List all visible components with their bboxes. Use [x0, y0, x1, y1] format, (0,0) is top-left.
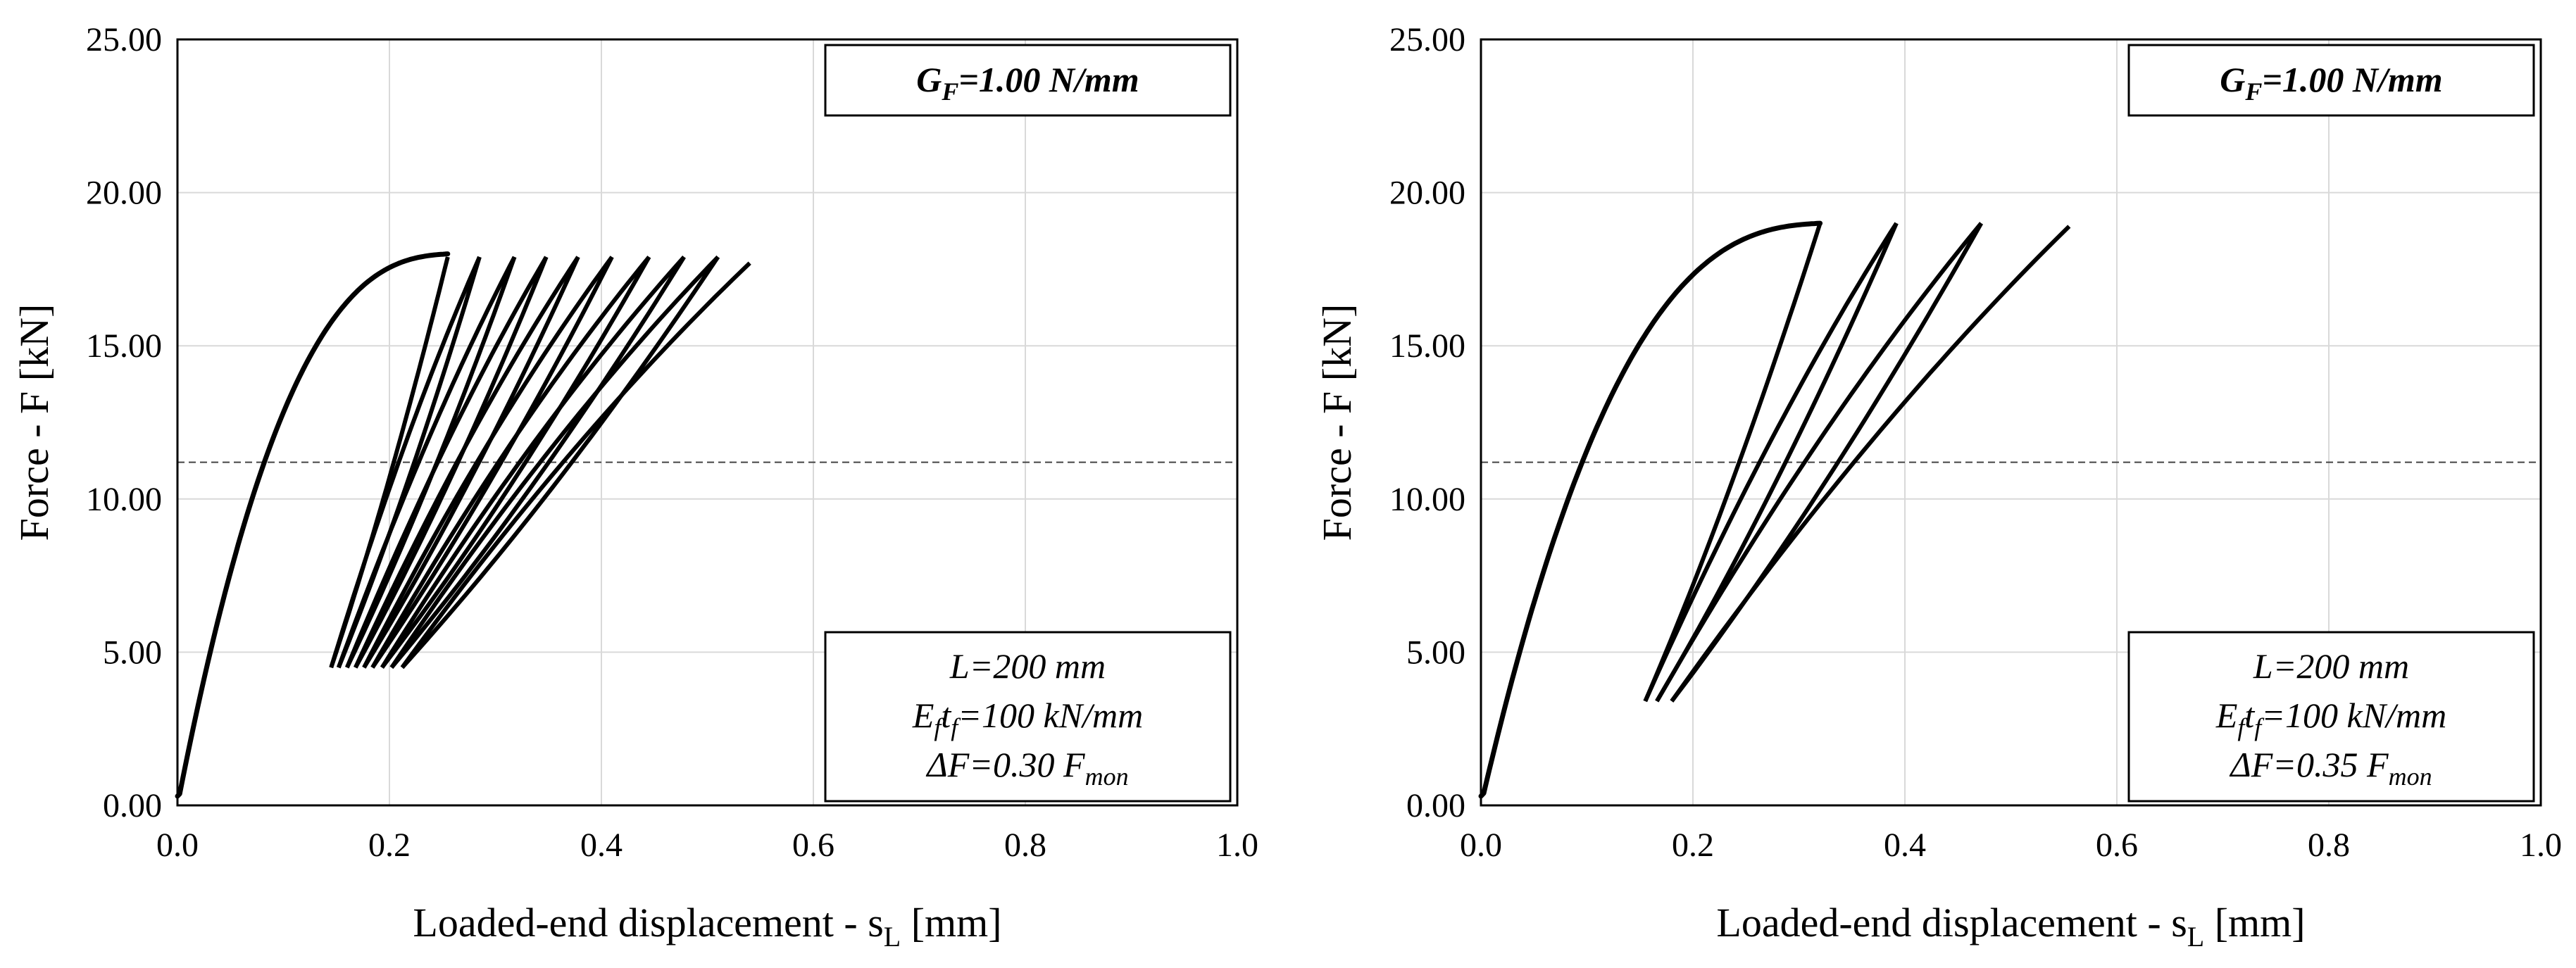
y-tick-label: 15.00	[1389, 327, 1465, 365]
legend-parameters: L=200 mm Eftf=100 kN/mm ΔF=0.30 Fmon	[824, 631, 1232, 803]
x-tick-label: 0.8	[1004, 826, 1046, 864]
svg-text:GF=1.00 N/mm: GF=1.00 N/mm	[2220, 60, 2442, 106]
cycle-unloading	[400, 256, 720, 670]
cycle-reloading	[370, 256, 651, 669]
y-tick-label: 0.00	[1406, 787, 1465, 824]
y-tick-label: 20.00	[86, 175, 162, 212]
cycle-reloading	[400, 261, 751, 669]
cycle-unloading	[380, 256, 651, 670]
legend-gf: GF=1.00 N/mm	[824, 44, 1232, 117]
x-axis-ticks: 0.0 0.2 0.4 0.6 0.8 1.0	[156, 826, 1258, 864]
series-envelope	[1478, 220, 1823, 799]
x-tick-label: 0.4	[1884, 826, 1926, 864]
x-tick-label: 1.0	[2520, 826, 2562, 864]
cycle-reloading	[389, 255, 720, 669]
series-envelope	[175, 251, 451, 799]
x-tick-label: 0.6	[2096, 826, 2138, 864]
series-cycles	[329, 255, 751, 670]
plot-frame	[1480, 38, 2542, 807]
cycle-reloading	[362, 256, 614, 669]
cycle-unloading	[370, 256, 614, 669]
cycle-unloading	[1643, 222, 1822, 703]
y-tick-label: 15.00	[86, 327, 162, 365]
cycle-reloading	[1643, 222, 1899, 703]
y-tick-label: 5.00	[103, 634, 162, 671]
y-tick-label: 10.00	[1389, 481, 1465, 518]
cycle-reloading	[329, 256, 482, 669]
x-axis-ticks: 0.0 0.2 0.4 0.6 0.8 1.0	[1460, 826, 2562, 864]
y-tick-label: 25.00	[1389, 21, 1465, 58]
svg-text:Eftf=100 kN/mm: Eftf=100 kN/mm	[912, 696, 1143, 741]
y-tick-label: 5.00	[1406, 634, 1465, 671]
x-tick-label: 0.0	[156, 826, 199, 864]
x-tick-label: 0.2	[1672, 826, 1714, 864]
y-axis-ticks: 0.00 5.00 10.00 15.00 20.00 25.00	[1389, 21, 1465, 824]
cycle-reloading	[336, 256, 517, 669]
svg-text:ΔF=0.35 Fmon: ΔF=0.35 Fmon	[2229, 745, 2432, 791]
x-tick-label: 0.4	[580, 826, 623, 864]
x-tick-label: 0.0	[1460, 826, 1502, 864]
cycle-reloading	[380, 256, 686, 669]
y-tick-label: 10.00	[86, 481, 162, 518]
legend-parameters: L=200 mm Eftf=100 kN/mm ΔF=0.35 Fmon	[2127, 631, 2535, 803]
legend-gf: GF=1.00 N/mm	[2127, 44, 2535, 117]
x-tick-label: 0.6	[792, 826, 834, 864]
cycle-reloading	[1670, 225, 2071, 703]
svg-text:ΔF=0.30 Fmon: ΔF=0.30 Fmon	[925, 745, 1128, 791]
x-tick-label: 1.0	[1216, 826, 1258, 864]
y-axis-title: Force - F [kN]	[1314, 304, 1360, 541]
y-axis-title: Force - F [kN]	[11, 304, 57, 541]
x-axis-title: Loaded-end displacement - sL [mm]	[413, 900, 1001, 953]
cycle-unloading	[362, 256, 580, 669]
cycle-reloading	[1655, 222, 1983, 703]
svg-text:L=200 mm: L=200 mm	[2253, 646, 2409, 686]
cycle-unloading	[389, 256, 686, 670]
plot-frame	[176, 38, 1239, 807]
y-axis-ticks: 0.00 5.00 10.00 15.00 20.00 25.00	[86, 21, 162, 824]
svg-text:Eftf=100 kN/mm: Eftf=100 kN/mm	[2215, 696, 2446, 741]
cycle-reloading	[354, 256, 580, 669]
y-tick-label: 25.00	[86, 21, 162, 58]
svg-text:GF=1.00 N/mm: GF=1.00 N/mm	[916, 60, 1139, 106]
y-tick-label: 20.00	[1389, 175, 1465, 212]
x-axis-title: Loaded-end displacement - sL [mm]	[1716, 900, 2305, 953]
svg-text:L=200 mm: L=200 mm	[949, 646, 1106, 686]
y-tick-label: 0.00	[103, 787, 162, 824]
series-cycles	[1643, 222, 2071, 703]
x-tick-label: 0.8	[2308, 826, 2350, 864]
cycle-reloading	[345, 256, 549, 669]
x-tick-label: 0.2	[368, 826, 411, 864]
